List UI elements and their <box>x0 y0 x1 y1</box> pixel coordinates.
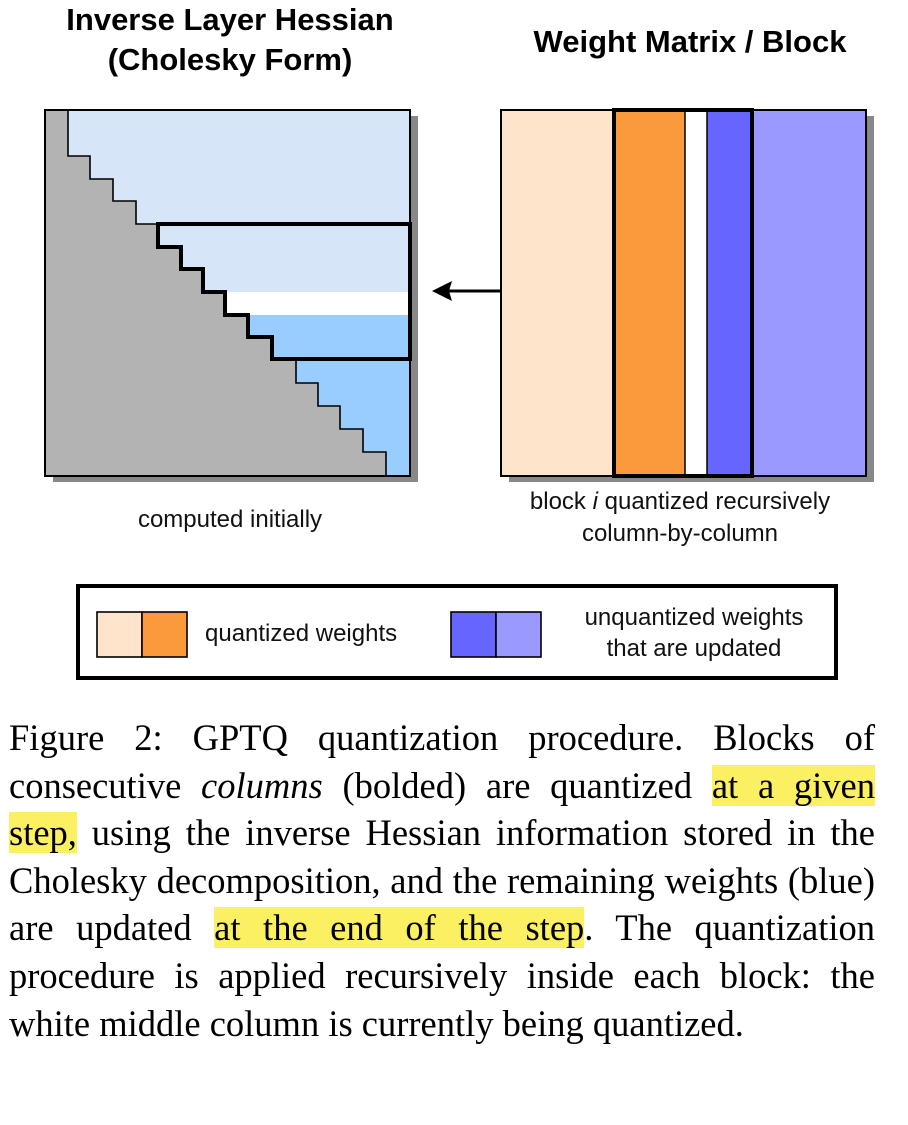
caption-label: Figure 2: <box>9 717 193 758</box>
legend-unquantized-line1: unquantized weights <box>584 604 804 631</box>
weight-subtitle-post: quantized recursively <box>597 488 831 515</box>
legend <box>76 584 838 680</box>
caption-italic-columns: columns <box>201 764 323 806</box>
weight-block-unquantized-columns <box>707 110 752 476</box>
hessian-title-line2: (Cholesky Form) <box>107 42 353 77</box>
weight-subtitle-line2: column-by-column <box>581 520 779 547</box>
hessian-active-block-outline <box>156 222 412 361</box>
legend-quantized-label: quantized weights <box>205 620 398 647</box>
legend-unquantized-line2: that are updated <box>606 635 782 662</box>
weight-matrix <box>500 108 874 482</box>
hessian-title: Inverse Layer Hessian (Cholesky Form) <box>30 0 430 80</box>
hessian-title-line1: Inverse Layer Hessian <box>66 2 394 37</box>
weight-subtitle: block i quantized recursively column-by-… <box>480 486 880 550</box>
weight-subtitle-var: i <box>592 488 598 515</box>
weight-active-block-outline <box>612 108 754 478</box>
legend-unquantized-dark-swatch <box>450 611 497 658</box>
legend-unquantized-light-swatch <box>495 611 542 658</box>
caption-text-3: using the inverse Hessian information st… <box>9 812 875 949</box>
weight-current-column <box>685 110 707 476</box>
double-arrow-left-head <box>432 281 452 301</box>
weight-block-quantized-columns <box>614 110 685 476</box>
hessian-active-block-lower <box>248 315 410 476</box>
weight-quantized-prev-columns <box>501 110 614 476</box>
caption-paragraph: Figure 2: GPTQ quantization procedure. B… <box>9 714 875 1047</box>
weight-matrix-title: Weight Matrix / Block <box>533 24 847 59</box>
gptq-diagram <box>44 108 874 680</box>
hessian-subtitle: computed initially <box>137 506 323 533</box>
weight-remaining-columns <box>752 110 866 476</box>
hessian-current-row <box>203 292 410 315</box>
weight-subtitle-line1: block i quantized recursively <box>480 486 880 518</box>
figure-caption: Figure 2: GPTQ quantization procedure. B… <box>9 714 875 1047</box>
caption-highlight-2: at the end of the step <box>214 907 585 949</box>
caption-text-2: (bolded) are quantized <box>322 764 712 806</box>
legend-unquantized-label: unquantized weights that are updated <box>556 602 832 664</box>
caption-text-1: GPTQ quantization procedure. Blocks of c… <box>9 717 876 806</box>
legend-quantized-light-swatch <box>96 611 143 658</box>
legend-quantized-dark-swatch <box>141 611 188 658</box>
caption-text-4: . The quantization procedure is applied … <box>9 907 875 1044</box>
weight-subtitle-pre: block <box>529 488 593 515</box>
hessian-matrix <box>44 109 418 482</box>
